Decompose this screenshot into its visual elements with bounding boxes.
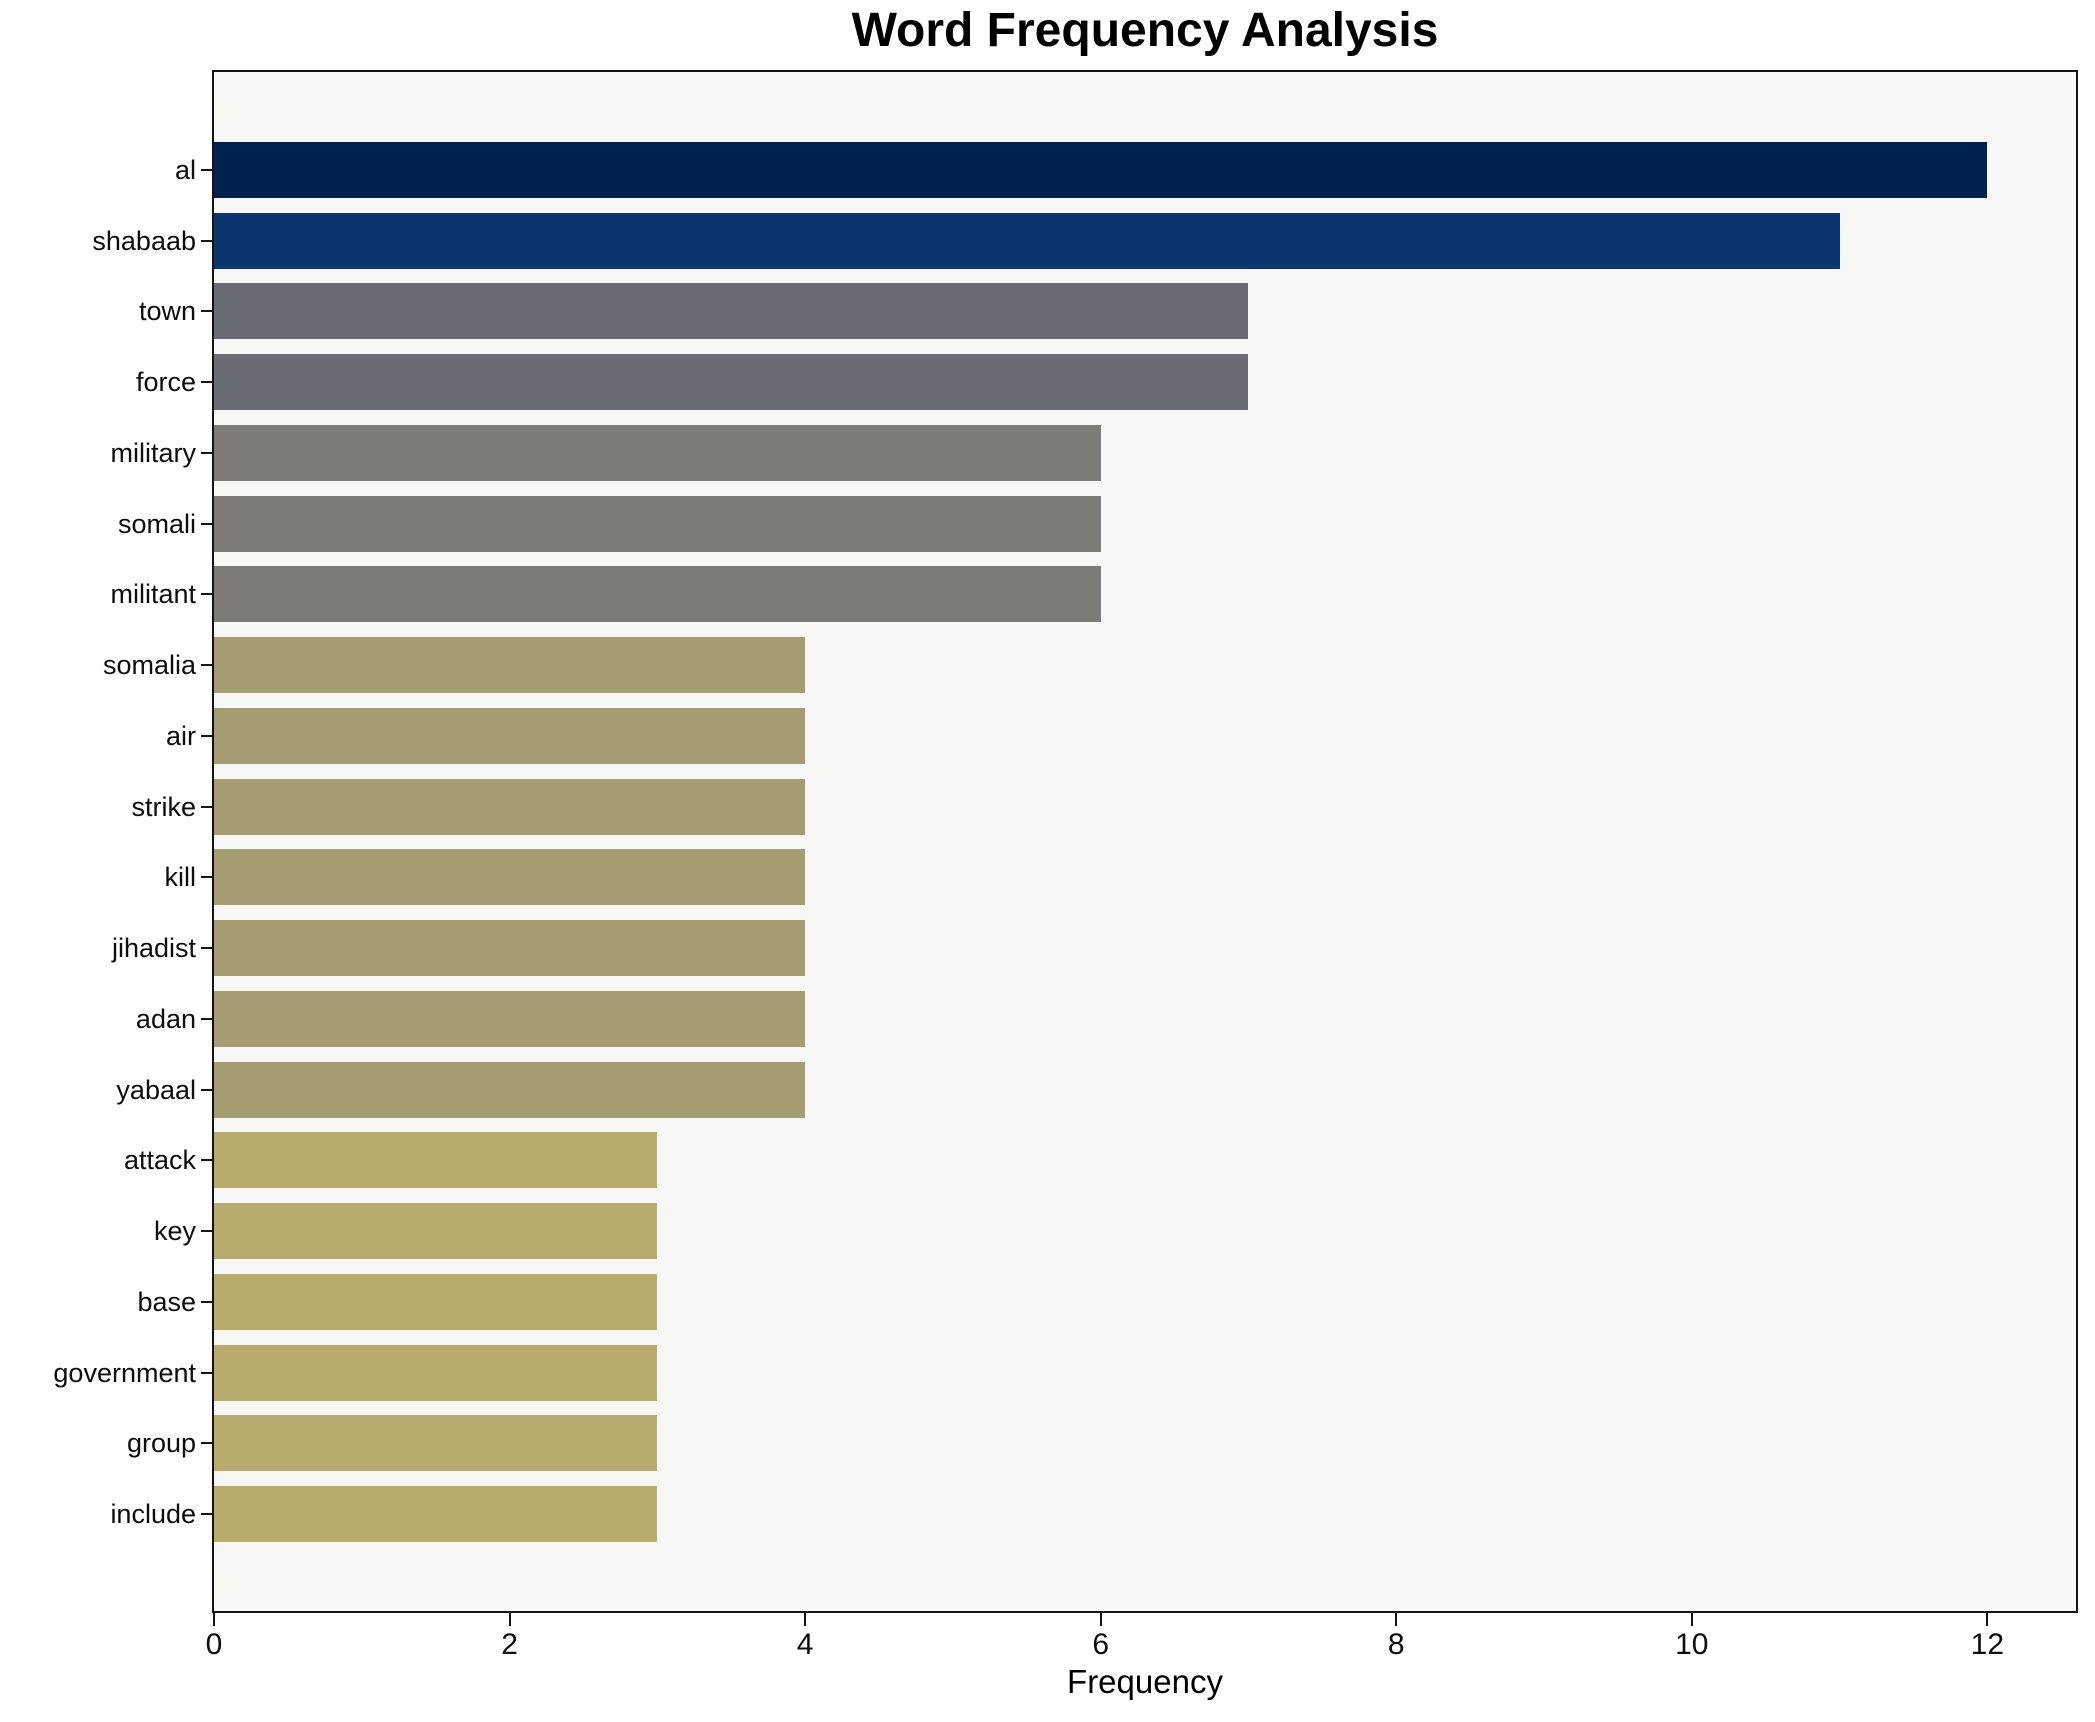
bar-strike: [214, 778, 806, 835]
bar-yabaal: [214, 1061, 806, 1118]
y-tick-label-key: key: [153, 1216, 196, 1247]
bar-shabaab: [214, 212, 1840, 269]
y-tick-label-base: base: [137, 1286, 196, 1317]
x-tick-mark: [213, 1613, 215, 1626]
x-tick-mark: [1690, 1613, 1693, 1626]
bar-government: [214, 1344, 658, 1401]
y-tick-mark: [201, 381, 213, 384]
y-tick-mark: [201, 876, 213, 879]
y-tick-label-somalia: somalia: [102, 650, 196, 681]
bar-key: [214, 1203, 658, 1260]
bar-somalia: [214, 637, 806, 694]
x-tick-label-4: 4: [796, 1628, 814, 1661]
y-tick-label-somali: somali: [117, 508, 196, 539]
y-tick-label-jihadist: jihadist: [111, 933, 196, 964]
y-tick-label-militant: militant: [110, 579, 196, 610]
x-tick-label-8: 8: [1387, 1628, 1405, 1661]
y-tick-mark: [201, 1230, 213, 1233]
x-tick-mark: [508, 1613, 511, 1626]
bar-town: [214, 283, 1249, 340]
x-tick-mark: [1099, 1613, 1102, 1626]
bar-air: [214, 707, 806, 764]
y-tick-mark: [201, 451, 213, 454]
y-tick-label-air: air: [165, 720, 196, 751]
y-tick-mark: [201, 239, 213, 242]
y-tick-mark: [201, 1017, 213, 1020]
y-tick-mark: [201, 947, 213, 950]
x-tick-label-12: 12: [1970, 1628, 2005, 1661]
y-tick-label-include: include: [110, 1499, 196, 1529]
y-tick-label-town: town: [138, 296, 196, 327]
x-axis-label: Frequency: [1067, 1663, 1223, 1700]
bar-group: [214, 1415, 658, 1472]
y-tick-mark: [201, 593, 213, 596]
y-tick-label-strike: strike: [131, 791, 196, 822]
bar-base: [214, 1273, 658, 1330]
y-tick-label-adan: adan: [135, 1003, 196, 1034]
bar-adan: [214, 990, 806, 1047]
y-tick-mark: [201, 1159, 213, 1162]
bar-kill: [214, 849, 806, 906]
y-tick-label-shabaab: shabaab: [92, 225, 196, 256]
bar-military: [214, 424, 1101, 481]
y-tick-mark: [201, 805, 213, 808]
y-tick-mark: [201, 664, 213, 667]
y-tick-mark: [201, 1088, 213, 1091]
y-tick-mark: [201, 734, 213, 737]
x-tick-mark: [1395, 1613, 1398, 1626]
y-tick-label-military: military: [110, 437, 197, 468]
y-tick-mark: [201, 1442, 213, 1445]
bar-al: [214, 142, 1988, 198]
y-tick-label-kill: kill: [164, 862, 197, 893]
x-tick-label-0: 0: [205, 1628, 223, 1661]
bar-somali: [214, 495, 1101, 552]
y-tick-mark: [201, 169, 213, 171]
bar-jihadist: [214, 920, 806, 977]
y-tick-label-yabaal: yabaal: [116, 1074, 196, 1105]
y-tick-label-group: group: [126, 1428, 196, 1459]
y-tick-label-al: al: [174, 155, 196, 185]
y-tick-mark: [201, 1371, 213, 1374]
y-tick-label-force: force: [135, 367, 196, 398]
x-tick-label-10: 10: [1675, 1628, 1709, 1661]
bar-attack: [214, 1132, 658, 1189]
x-tick-label-6: 6: [1092, 1628, 1109, 1661]
y-tick-mark: [201, 1513, 213, 1515]
x-tick-mark: [804, 1613, 807, 1626]
bar-include: [214, 1486, 658, 1542]
y-tick-label-attack: attack: [123, 1145, 196, 1176]
y-tick-mark: [201, 310, 213, 313]
bar-militant: [214, 566, 1101, 623]
bar-force: [214, 354, 1249, 411]
y-tick-label-government: government: [53, 1357, 196, 1388]
chart-title: Word Frequency Analysis: [851, 4, 1439, 57]
x-tick-mark: [1986, 1613, 1989, 1626]
x-tick-label-2: 2: [501, 1628, 518, 1661]
y-tick-mark: [201, 1300, 213, 1303]
y-tick-mark: [201, 522, 213, 525]
